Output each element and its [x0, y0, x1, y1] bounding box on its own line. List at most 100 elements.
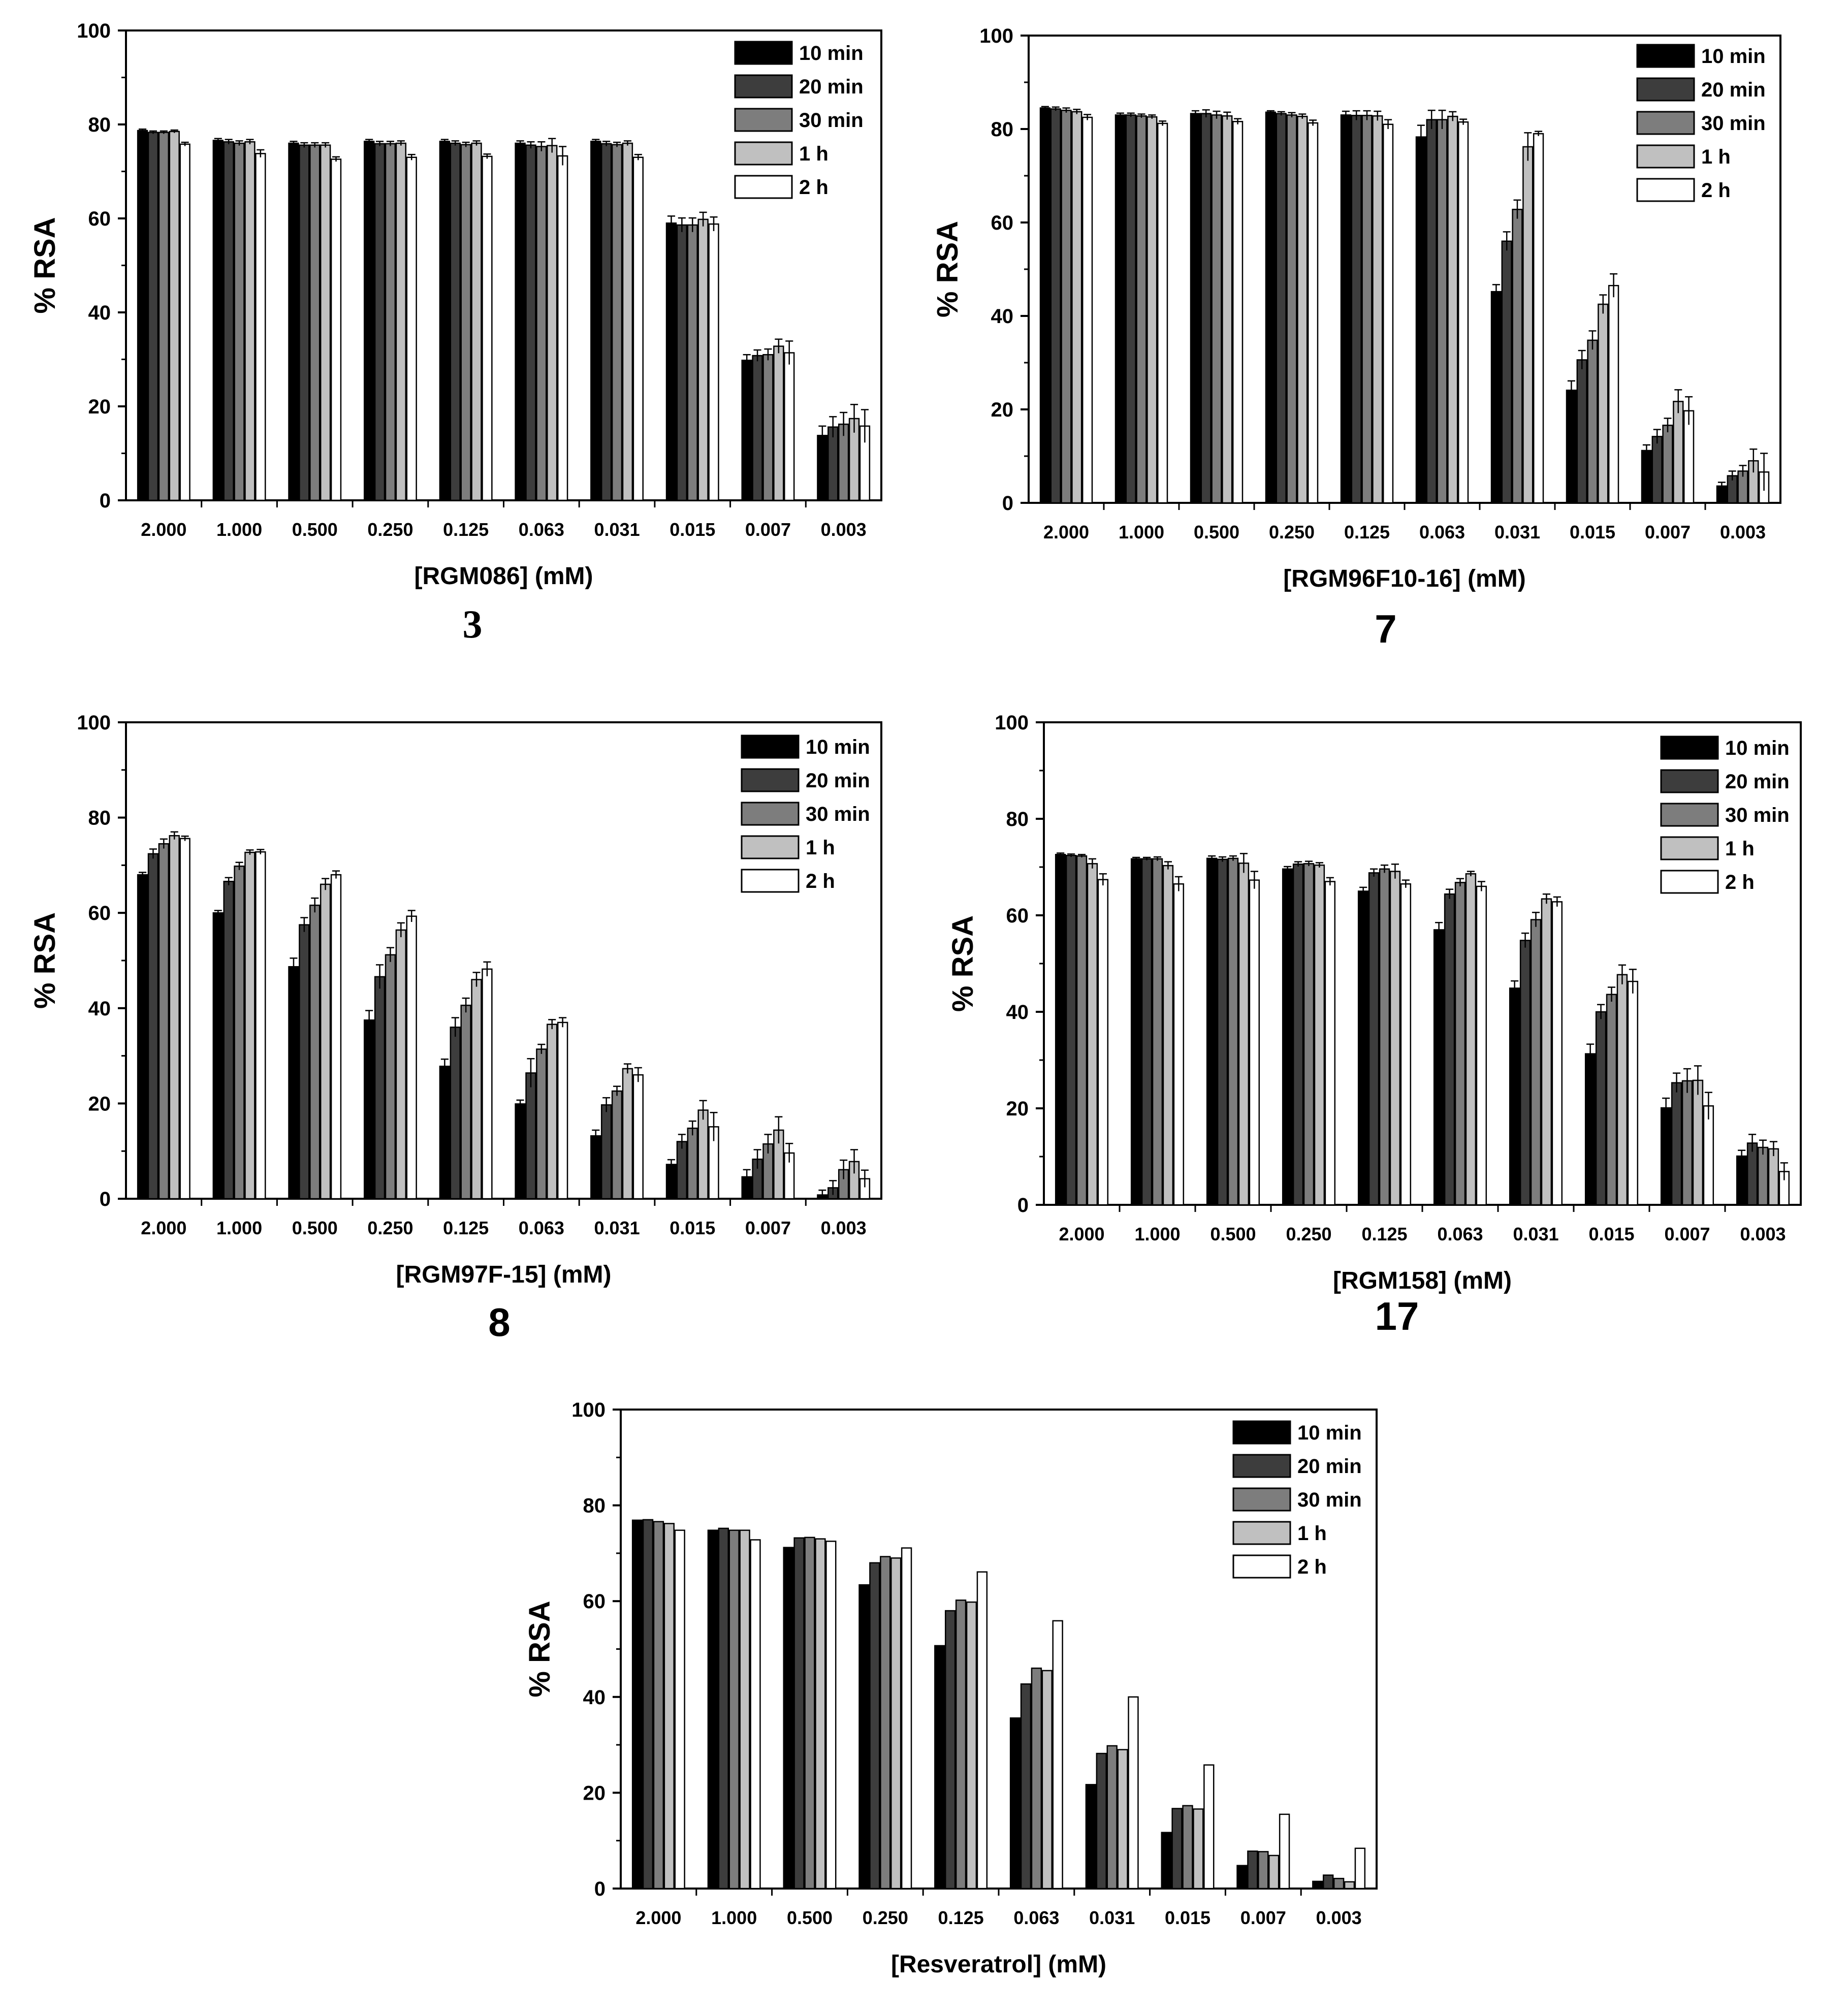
legend-swatch — [734, 175, 793, 199]
bar-20-min — [1020, 1683, 1032, 1890]
bar-10-min — [741, 360, 752, 501]
bar-30-min — [1530, 919, 1542, 1206]
bar-20-min — [147, 132, 159, 501]
bar-10-min — [1641, 450, 1652, 504]
x-tick-label: 0.015 — [670, 1218, 715, 1238]
bar-30-min — [460, 1004, 471, 1200]
bar-20-min — [374, 976, 386, 1200]
panel-number: 3 — [463, 602, 483, 646]
bar-2-h — [179, 143, 190, 501]
x-tick-label: 0.003 — [821, 1218, 867, 1238]
bar-10-min — [1190, 113, 1201, 504]
y-tick-label: 40 — [88, 302, 111, 324]
bar-2-h — [784, 352, 795, 501]
bar-1-h — [1522, 146, 1534, 504]
bar-10-min — [590, 141, 601, 501]
bar-10-min — [212, 140, 224, 501]
bar-20-min — [1501, 240, 1512, 504]
x-tick-label: 0.031 — [1089, 1907, 1135, 1928]
legend-swatch — [741, 835, 800, 859]
bar-2-h — [179, 838, 190, 1200]
bar-2-h — [1203, 1764, 1215, 1890]
y-tick-label: 20 — [88, 1093, 111, 1115]
bar-20-min — [945, 1610, 956, 1890]
bar-20-min — [525, 1072, 536, 1200]
bar-20-min — [1351, 115, 1362, 504]
bar-2-h — [1703, 1105, 1714, 1206]
y-tick-label: 60 — [88, 208, 111, 230]
bar-20-min — [1323, 1874, 1334, 1890]
bar-1-h — [1314, 864, 1325, 1206]
bar-30-min — [1662, 425, 1673, 504]
bar-1-h — [966, 1601, 977, 1890]
bar-2-h — [1533, 133, 1544, 504]
bar-1-h — [697, 1109, 709, 1200]
bar-20-min — [600, 143, 612, 501]
bar-30-min — [234, 142, 245, 501]
bar-1-h — [1297, 115, 1308, 504]
y-tick-label: 100 — [571, 1399, 606, 1421]
y-tick-label: 40 — [583, 1686, 606, 1709]
legend-label: 10 min — [1701, 45, 1766, 68]
bar-2-h — [406, 156, 417, 501]
bar-20-min — [450, 1027, 461, 1200]
bar-1-h — [169, 835, 180, 1200]
bar-1-h — [1389, 871, 1401, 1206]
legend-swatch — [734, 141, 793, 166]
bar-10-min — [1584, 1053, 1596, 1206]
y-tick-label: 80 — [88, 114, 111, 136]
bar-20-min — [299, 924, 310, 1200]
bar-2-h — [1551, 901, 1563, 1206]
bar-2-h — [632, 1074, 644, 1200]
x-tick-label: 1.000 — [216, 519, 262, 540]
bar-1-h — [815, 1538, 826, 1890]
legend-swatch — [1660, 736, 1719, 760]
legend-swatch — [1232, 1487, 1291, 1512]
y-tick-label: 0 — [1017, 1194, 1029, 1217]
panel-number: 7 — [1375, 606, 1396, 651]
y-tick-label: 80 — [991, 118, 1014, 141]
bar-30-min — [687, 224, 698, 501]
bar-20-min — [1651, 436, 1663, 504]
x-tick-label: 0.015 — [1165, 1907, 1210, 1928]
legend-swatch — [734, 41, 793, 65]
x-axis-label: [RGM158] (mM) — [1333, 1267, 1512, 1294]
legend-label: 30 min — [799, 109, 864, 132]
bar-2-h — [1307, 122, 1319, 504]
legend-swatch — [1636, 144, 1695, 169]
bar-10-min — [1161, 1832, 1172, 1890]
bar-1-h — [320, 144, 331, 501]
legend-label: 1 h — [806, 837, 835, 859]
legend-label: 30 min — [1701, 112, 1766, 135]
bar-1-h — [1447, 115, 1458, 504]
bar-10-min — [288, 142, 299, 501]
bar-30-min — [1031, 1667, 1042, 1890]
bar-20-min — [676, 224, 688, 501]
bar-30-min — [1587, 339, 1598, 504]
bar-10-min — [515, 1103, 526, 1200]
x-axis-label: [RGM086] (mM) — [414, 563, 593, 590]
bar-20-min — [1576, 359, 1587, 504]
bar-10-min — [1415, 136, 1427, 504]
bar-10-min — [1312, 1880, 1323, 1890]
bar-1-h — [244, 851, 256, 1200]
legend-swatch — [741, 802, 800, 826]
bar-30-min — [955, 1600, 967, 1890]
bar-30-min — [1106, 1745, 1118, 1890]
bar-2-h — [557, 1021, 568, 1200]
bar-20-min — [1276, 113, 1287, 504]
bar-10-min — [1130, 858, 1142, 1206]
bar-30-min — [1152, 858, 1163, 1206]
x-tick-label: 2.000 — [1059, 1224, 1104, 1244]
bar-30-min — [1606, 994, 1617, 1206]
bar-20-min — [1065, 854, 1077, 1206]
bar-30-min — [1333, 1877, 1345, 1890]
legend-label: 1 h — [1725, 838, 1755, 860]
bar-30-min — [460, 144, 471, 501]
bar-1-h — [547, 1024, 558, 1200]
legend-swatch — [741, 734, 800, 759]
bar-1-h — [1768, 1148, 1779, 1206]
y-axis-label: % RSA — [28, 912, 61, 1009]
x-tick-label: 1.000 — [1134, 1224, 1180, 1244]
bar-30-min — [536, 1048, 547, 1200]
